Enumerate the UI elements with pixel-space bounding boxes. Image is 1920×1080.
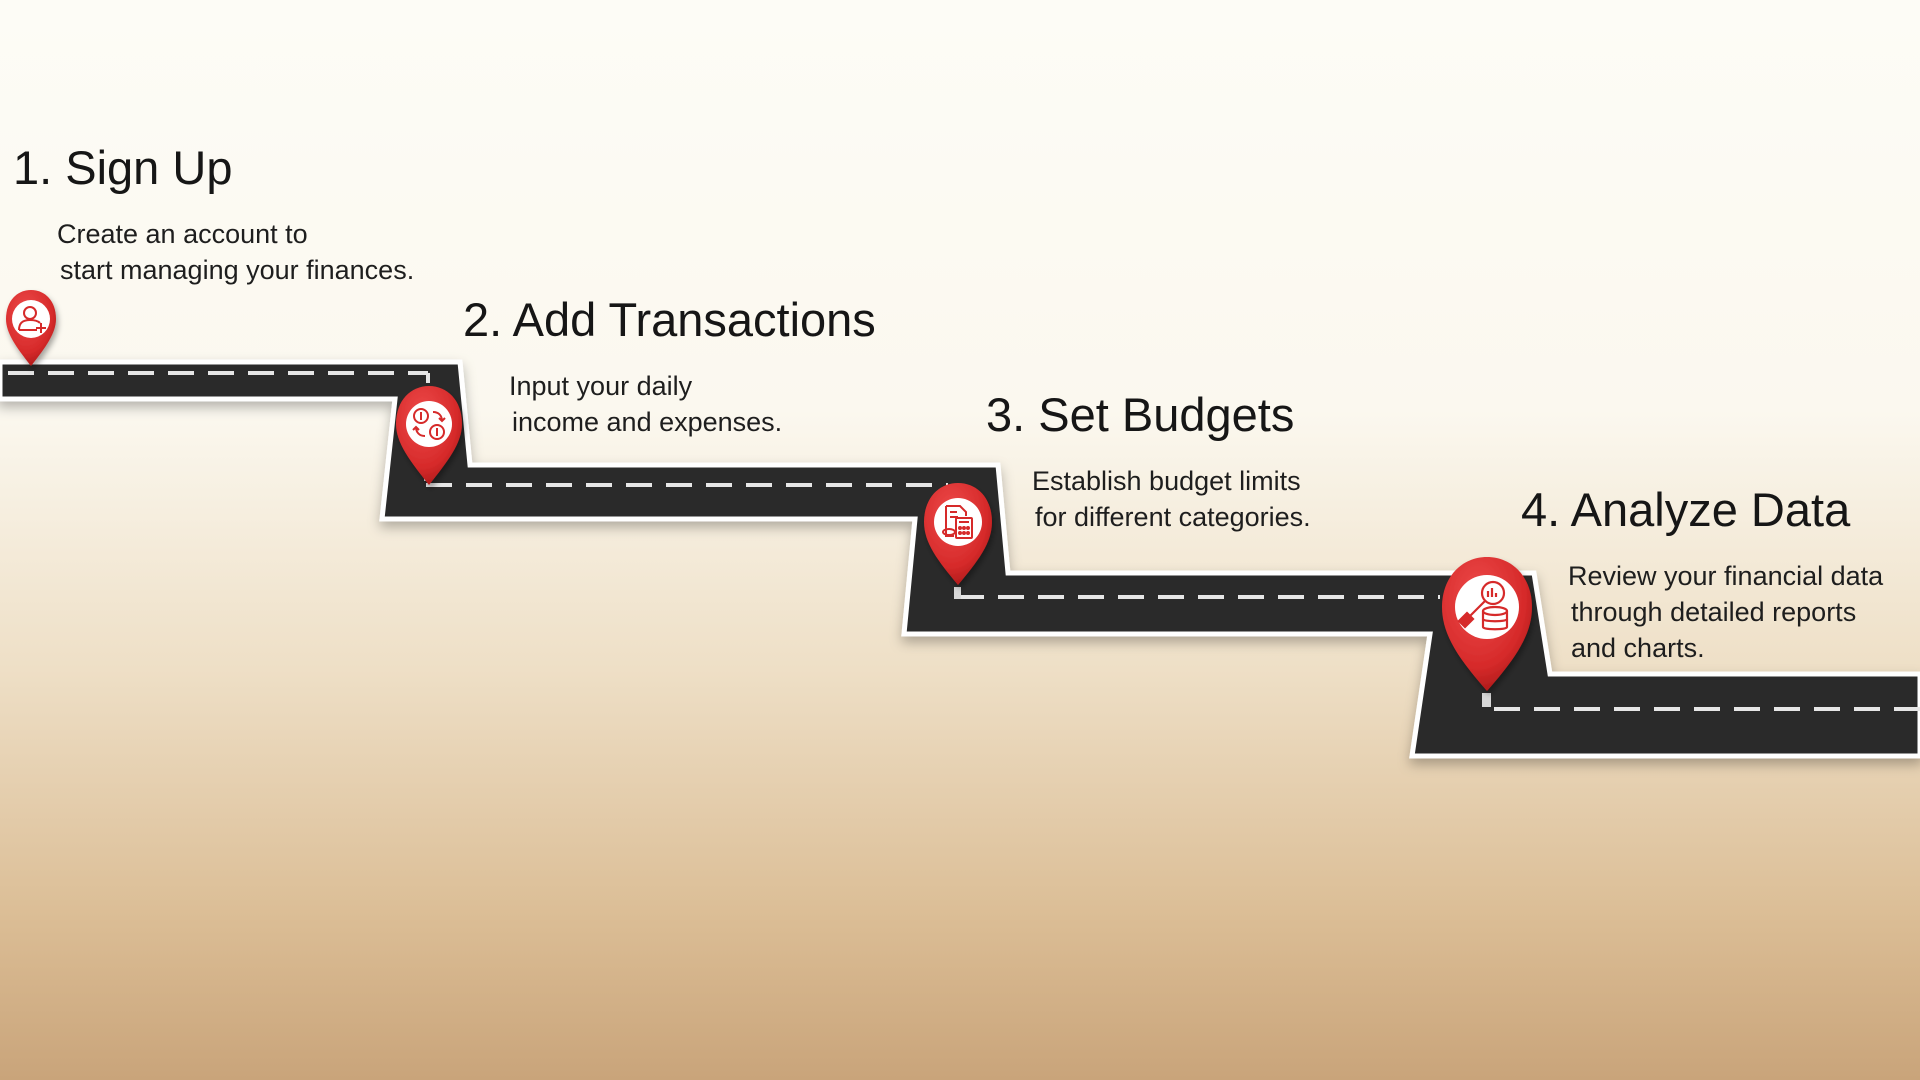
step-4-description-line: and charts.: [1571, 633, 1705, 663]
step-2-description: Input your daily income and expenses.: [509, 368, 782, 440]
pin-add-transactions: [396, 386, 462, 485]
step-4-description-line: Review your financial data: [1568, 561, 1884, 591]
step-2-description-line: income and expenses.: [512, 407, 783, 437]
step-3-description-line: for different categories.: [1035, 502, 1311, 532]
step-4-description-line: through detailed reports: [1571, 597, 1857, 627]
money-exchange-icon: [412, 408, 446, 440]
step-1-description-line: start managing your finances.: [60, 255, 415, 285]
step-1-description: Create an account to start managing your…: [57, 216, 414, 288]
pin-set-budgets: [924, 483, 992, 585]
step-2-description-line: Input your daily: [509, 371, 693, 401]
step-1-title: 1. Sign Up: [13, 141, 233, 194]
lane-markings: [8, 371, 1920, 711]
pin-stake-3: [954, 587, 961, 599]
step-3-description-line: Establish budget limits: [1032, 466, 1301, 496]
pin-analyze-data: [1442, 557, 1532, 691]
step-4-title: 4. Analyze Data: [1521, 483, 1851, 536]
pin-stake-4: [1482, 693, 1491, 707]
pin-sign-up: [6, 290, 56, 366]
step-4-description: Review your financial data through detai…: [1568, 558, 1883, 666]
step-1-description-line: Create an account to: [57, 219, 308, 249]
data-analysis-icon: [1457, 580, 1509, 631]
step-3-description: Establish budget limits for different ca…: [1032, 463, 1311, 535]
budget-calculator-icon: [942, 505, 973, 539]
step-2-title: 2. Add Transactions: [463, 293, 876, 346]
step-3-title: 3. Set Budgets: [986, 388, 1295, 441]
user-add-icon: [18, 306, 46, 333]
